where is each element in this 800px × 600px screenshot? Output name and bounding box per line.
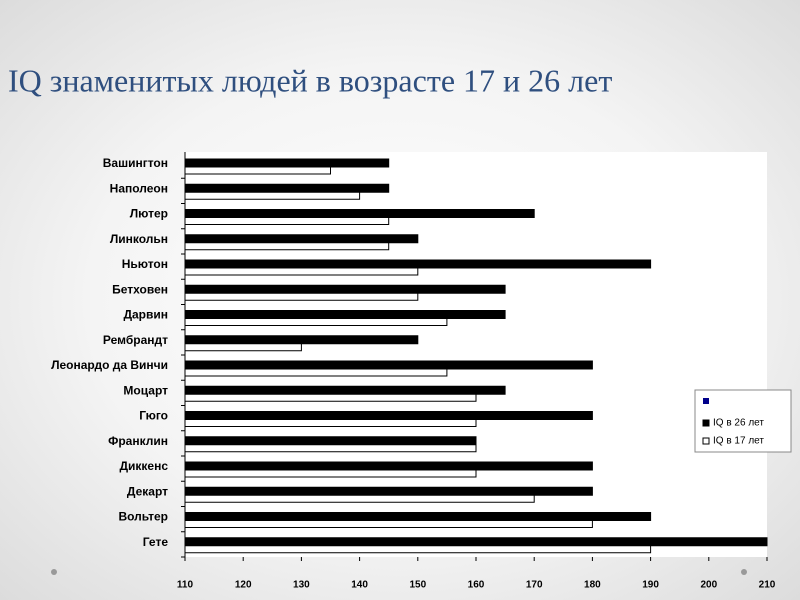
decor-dot — [741, 569, 747, 575]
y-tick-label: Моцарт — [123, 383, 168, 397]
bar — [184, 310, 506, 319]
x-tick-label: 190 — [642, 580, 659, 591]
bar — [184, 436, 477, 446]
bar — [184, 209, 535, 218]
y-tick-label: Франклин — [108, 434, 168, 448]
y-tick-label: Декарт — [127, 484, 168, 498]
y-tick-label: Леонардо да Винчи — [51, 358, 168, 372]
decor-dot — [51, 569, 57, 575]
legend-swatch — [702, 437, 710, 445]
bar — [184, 444, 477, 453]
bar — [184, 486, 593, 496]
y-tick-label: Ньютон — [122, 257, 168, 271]
bar — [184, 360, 593, 370]
bar — [184, 512, 652, 521]
y-tick-label: Лютер — [130, 207, 168, 221]
bar — [184, 520, 593, 528]
bar — [184, 183, 390, 193]
y-tick-label: Гете — [143, 535, 169, 549]
bar — [184, 292, 419, 301]
bar — [184, 242, 390, 251]
x-tick-label: 110 — [177, 580, 194, 591]
bar — [184, 191, 361, 200]
y-tick-label: Бетховен — [112, 282, 168, 296]
legend-swatch-blank — [703, 398, 709, 404]
x-tick-label: 200 — [700, 580, 717, 591]
legend-label: IQ в 17 лет — [713, 436, 764, 447]
x-tick-label: 150 — [409, 580, 426, 591]
x-tick-label: 210 — [759, 580, 776, 591]
y-tick-label: Наполеон — [110, 181, 168, 195]
bar — [184, 385, 506, 395]
x-tick-label: 140 — [351, 580, 368, 591]
bar — [184, 267, 419, 276]
x-tick-label: 120 — [235, 580, 252, 591]
bar — [184, 393, 477, 402]
bar — [184, 411, 593, 420]
bar — [184, 537, 768, 547]
bar — [184, 158, 390, 168]
legend-swatch — [702, 419, 710, 427]
bar — [184, 461, 593, 471]
bar — [184, 545, 652, 554]
y-tick-label: Вольтер — [118, 510, 168, 524]
x-tick-label: 160 — [468, 580, 485, 591]
bar — [184, 343, 302, 352]
y-tick-label: Диккенс — [119, 459, 168, 473]
y-tick-label: Линкольн — [110, 232, 168, 246]
x-tick-label: 180 — [584, 580, 601, 591]
bar — [184, 335, 419, 345]
bar — [184, 318, 448, 326]
bar — [184, 166, 331, 175]
bar — [184, 284, 506, 294]
y-tick-label: Гюго — [139, 409, 168, 423]
y-tick-label: Рембрандт — [103, 333, 168, 347]
bar — [184, 494, 535, 503]
bar — [184, 368, 448, 377]
legend-box — [694, 389, 792, 453]
chart-title: IQ знаменитых людей в возрасте 17 и 26 л… — [8, 62, 612, 98]
bar — [184, 259, 652, 269]
bar — [184, 469, 477, 478]
bar — [184, 234, 419, 244]
x-tick-label: 130 — [293, 580, 310, 591]
y-tick-label: Вашингтон — [103, 156, 168, 170]
x-tick-label: 170 — [526, 580, 543, 591]
bar — [184, 419, 477, 427]
bar — [184, 217, 390, 225]
y-tick-label: Дарвин — [123, 308, 168, 322]
legend-label: IQ в 26 лет — [713, 418, 764, 429]
